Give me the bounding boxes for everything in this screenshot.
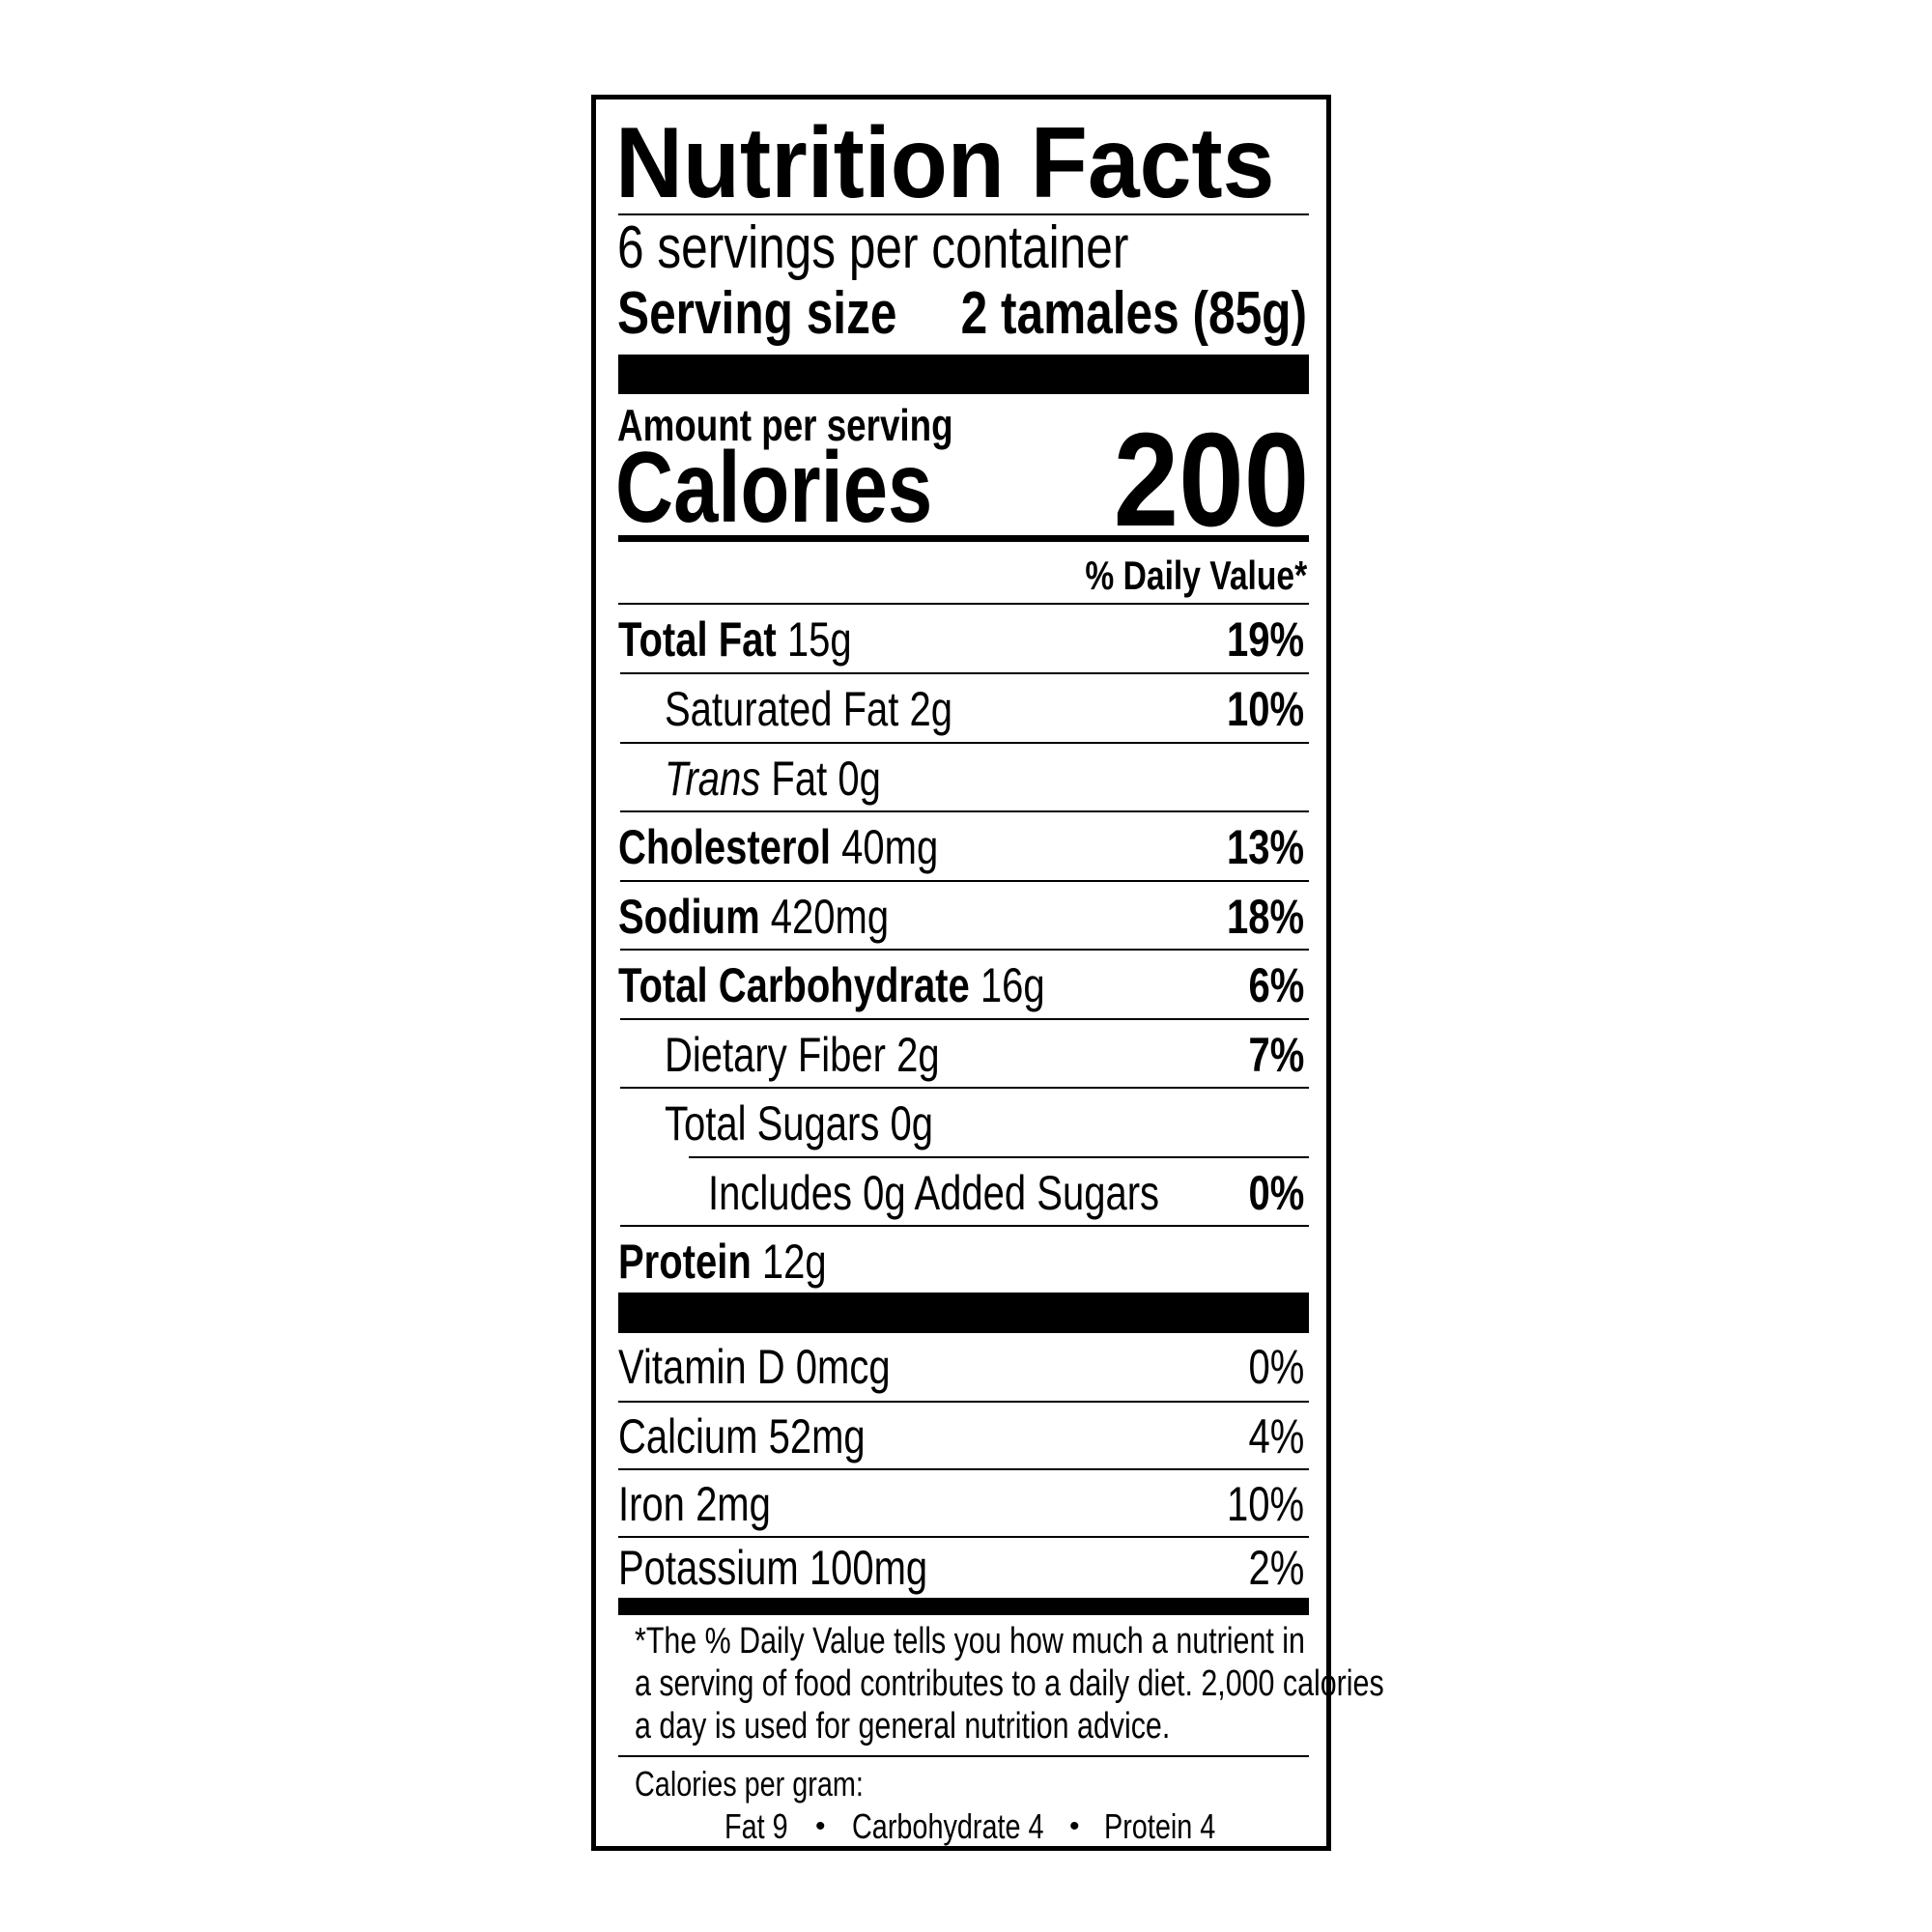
medium-divider xyxy=(618,535,1309,542)
nutrient-row-cholesterol: Cholesterol 40mg 13% xyxy=(618,820,1304,874)
divider xyxy=(689,1156,1309,1158)
vitamin-row-iron: Iron 2mg 10% xyxy=(618,1477,1304,1531)
vitamin-row-potassium: Potassium 100mg 2% xyxy=(618,1541,1304,1595)
daily-value-header: % Daily Value* xyxy=(1085,553,1307,598)
serving-size-label: Serving size xyxy=(617,280,897,347)
calories-value: 200 xyxy=(1113,406,1309,554)
nutrient-row-saturated-fat: Saturated Fat 2g 10% xyxy=(665,682,1304,736)
divider xyxy=(620,742,1309,744)
divider xyxy=(620,1225,1309,1227)
divider xyxy=(618,603,1309,605)
divider xyxy=(618,1536,1309,1538)
vitamin-row-calcium: Calcium 52mg 4% xyxy=(618,1409,1304,1463)
nutrient-row-sodium: Sodium 420mg 18% xyxy=(618,890,1304,944)
nutrient-row-total-carbohydrate: Total Carbohydrate 16g 6% xyxy=(618,958,1304,1012)
divider xyxy=(618,1468,1309,1470)
divider xyxy=(618,213,1309,215)
divider xyxy=(618,1755,1309,1757)
divider xyxy=(620,949,1309,951)
bullet-separator: • xyxy=(815,1810,826,1842)
thick-divider xyxy=(618,1598,1309,1615)
calories-per-gram-label: Calories per gram: xyxy=(635,1764,864,1804)
calories-per-gram-carbohydrate: Carbohydrate 4 xyxy=(852,1806,1044,1846)
nutrient-row-dietary-fiber: Dietary Fiber 2g 7% xyxy=(665,1028,1304,1082)
footnote: *The % Daily Value tells you how much a … xyxy=(635,1621,1384,1747)
bullet-separator: • xyxy=(1069,1810,1080,1842)
thick-divider xyxy=(618,1293,1309,1333)
nutrient-row-total-sugars: Total Sugars 0g xyxy=(665,1096,933,1151)
nutrient-row-protein: Protein 12g xyxy=(618,1235,827,1289)
calories-label: Calories xyxy=(615,432,933,544)
nutrient-row-total-fat: Total Fat 15g 19% xyxy=(618,612,1304,667)
thick-divider xyxy=(618,355,1309,394)
nutrition-facts-label: Nutrition Facts 6 servings per container… xyxy=(591,95,1384,1851)
divider xyxy=(620,672,1309,674)
divider xyxy=(620,880,1309,882)
calories-per-gram-protein: Protein 4 xyxy=(1104,1806,1216,1846)
divider xyxy=(620,810,1309,812)
calories-per-gram-fat: Fat 9 xyxy=(724,1806,788,1846)
divider xyxy=(618,1401,1309,1403)
divider xyxy=(620,1018,1309,1020)
nutrient-row-added-sugars: Includes 0g Added Sugars 0% xyxy=(708,1166,1304,1220)
amount-per-serving: Amount per serving xyxy=(617,400,953,450)
vitamin-row-vitamin-d: Vitamin D 0mcg 0% xyxy=(618,1340,1304,1394)
servings-per-container: 6 servings per container xyxy=(617,214,1129,281)
nutrient-row-trans-fat: Trans Fat 0g xyxy=(665,752,881,806)
label-title: Nutrition Facts xyxy=(615,107,1275,219)
serving-size-value: 2 tamales (85g) xyxy=(960,280,1307,347)
divider xyxy=(620,1087,1309,1089)
